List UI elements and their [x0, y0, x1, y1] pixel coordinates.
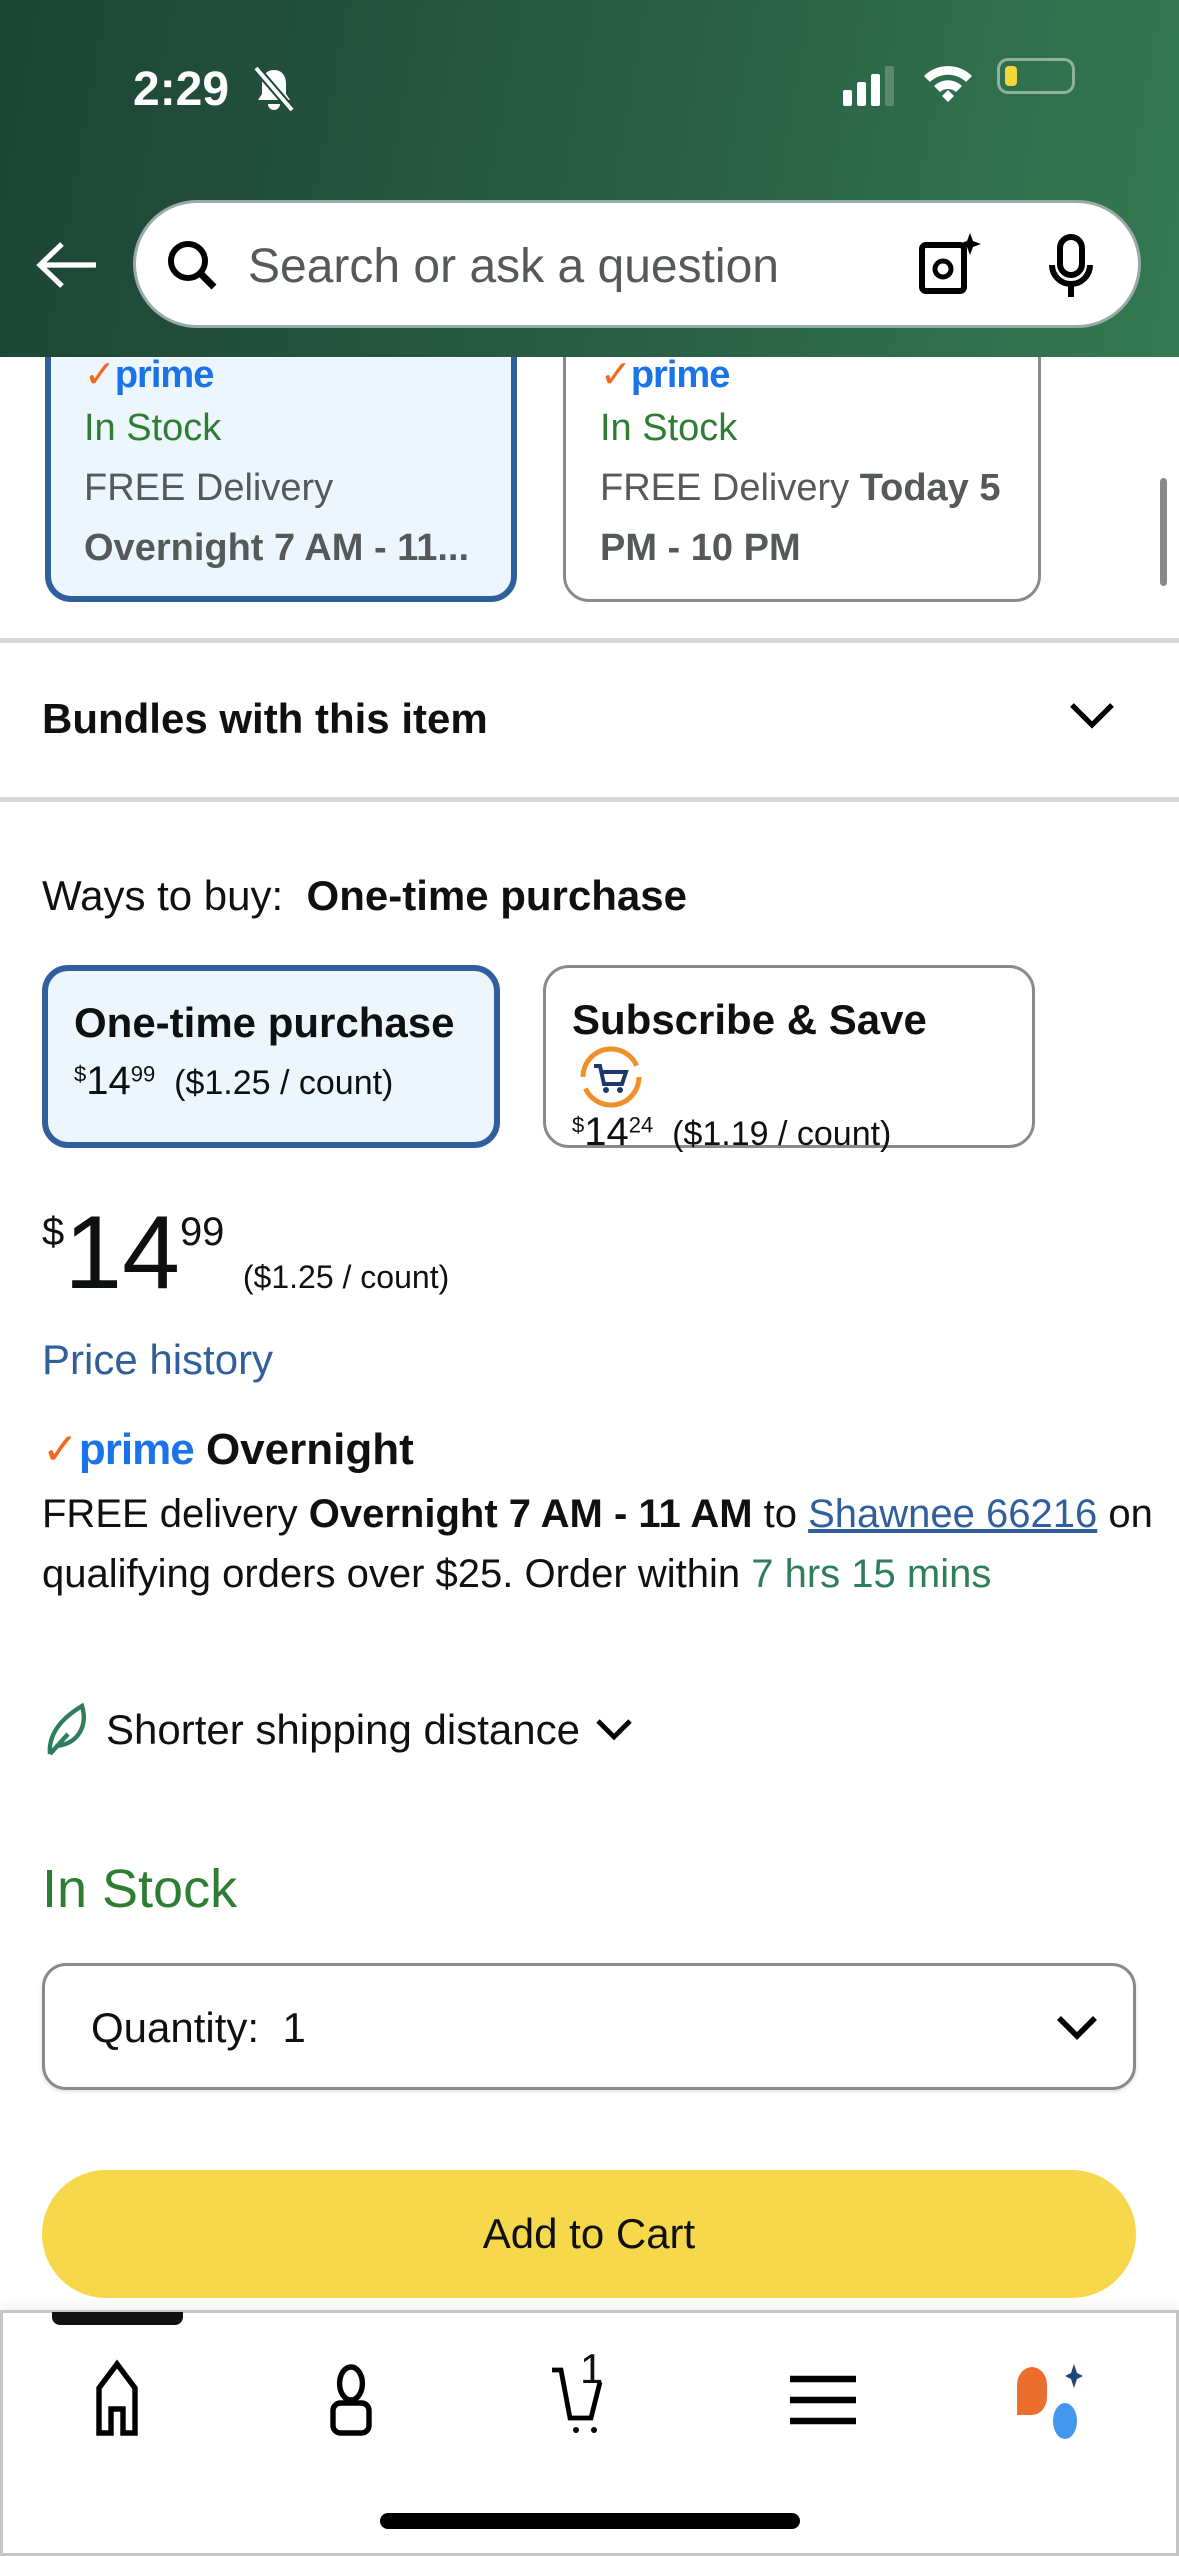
option-one-time-purchase[interactable]: One-time purchase $1499 ($1.25 / count)	[42, 965, 500, 1148]
search-icon	[168, 241, 217, 290]
subscribe-cart-icon	[580, 1046, 642, 1108]
home-indicator	[380, 2513, 800, 2529]
battery-icon	[997, 58, 1075, 94]
price-whole: 14	[64, 1195, 180, 1311]
signal-icon	[843, 66, 894, 106]
status-time: 2:29	[133, 63, 230, 116]
ways-to-buy-label: Ways to buy:	[42, 872, 284, 919]
leaf-icon	[47, 1702, 86, 1756]
stock-status: In Stock	[600, 407, 738, 449]
unit-price: ($1.25 / count)	[242, 1259, 450, 1295]
rufus-assistant-icon[interactable]	[1008, 2355, 1098, 2445]
menu-icon[interactable]	[778, 2355, 868, 2445]
price-cents: 24	[628, 1112, 654, 1138]
delivery-message: FREE delivery Overnight 7 AM - 11 AM to …	[42, 1492, 1153, 1596]
ways-to-buy-selected: One-time purchase	[306, 872, 687, 919]
delivery-label: FREE Delivery	[84, 467, 334, 509]
location-link[interactable]: Shawnee 66216	[808, 1492, 1098, 1536]
currency: $	[572, 1112, 585, 1138]
shipping-distance-toggle[interactable]: Shorter shipping distance	[42, 1700, 634, 1760]
price-whole: 14	[584, 1110, 629, 1154]
stock-status: In Stock	[42, 1859, 238, 1919]
delivery-window-end: PM - 10 PM	[600, 527, 801, 569]
prime-badge: prime	[78, 1425, 195, 1474]
cart-button[interactable]: 1	[540, 2345, 630, 2445]
option-subscribe-save[interactable]: Subscribe & Save $1424 ($1.19 / count)	[543, 965, 1035, 1154]
quantity-value: 1	[282, 2004, 306, 2051]
option-title: Subscribe & Save	[572, 996, 927, 1043]
quantity-label: Quantity:	[91, 2004, 260, 2051]
divider	[0, 797, 1179, 802]
app-header: 2:29	[0, 0, 1179, 357]
bundles-label: Bundles with this item	[42, 695, 488, 742]
divider	[0, 638, 1179, 643]
cart-count: 1	[580, 2345, 604, 2392]
unit-price: ($1.25 / count)	[174, 1064, 394, 1102]
price-history-link[interactable]: Price history	[42, 1336, 274, 1383]
price-cents: 99	[130, 1061, 156, 1087]
delivery-speed: Overnight	[205, 1425, 414, 1474]
price-cents: 99	[179, 1210, 225, 1254]
prime-badge: ✓prime	[600, 354, 730, 396]
search-bar[interactable]	[133, 200, 1141, 328]
delivery-label: FREE Delivery	[600, 467, 850, 509]
currency: $	[42, 1210, 65, 1254]
add-to-cart-button[interactable]: Add to Cart	[42, 2170, 1136, 2298]
account-icon[interactable]	[306, 2355, 396, 2445]
cart-icon	[552, 2367, 603, 2433]
bundles-row[interactable]: Bundles with this item	[0, 643, 1179, 798]
price-whole: 14	[86, 1059, 131, 1103]
delivery-window: Today 5	[859, 467, 1001, 509]
active-tab-indicator	[52, 2312, 183, 2325]
wifi-icon	[924, 66, 972, 102]
currency: $	[74, 1061, 87, 1087]
shipping-note: Shorter shipping distance	[106, 1706, 580, 1753]
prime-overnight-heading: ✓prime Overnight	[42, 1425, 414, 1474]
back-arrow-icon[interactable]	[36, 240, 100, 290]
price-display: $1499 ($1.25 / count)	[42, 1198, 449, 1308]
silent-bell-icon	[252, 66, 296, 112]
countdown: 7 hrs 15 mins	[751, 1552, 992, 1596]
prime-badge: ✓prime	[84, 354, 214, 396]
microphone-icon[interactable]	[1046, 233, 1096, 299]
home-icon[interactable]	[72, 2355, 162, 2445]
option-title: One-time purchase	[74, 999, 455, 1046]
chevron-down-icon	[1070, 703, 1114, 729]
stock-status: In Stock	[84, 407, 222, 449]
camera-lens-icon[interactable]	[916, 231, 982, 297]
unit-price: ($1.19 / count)	[672, 1115, 892, 1153]
quantity-select[interactable]: Quantity: 1	[42, 1963, 1136, 2090]
scrollbar[interactable]	[1160, 478, 1167, 586]
chevron-down-icon	[596, 1719, 632, 1741]
search-input[interactable]	[248, 233, 948, 299]
chevron-down-icon	[1057, 2016, 1097, 2040]
delivery-window: Overnight 7 AM - 11...	[84, 527, 470, 569]
